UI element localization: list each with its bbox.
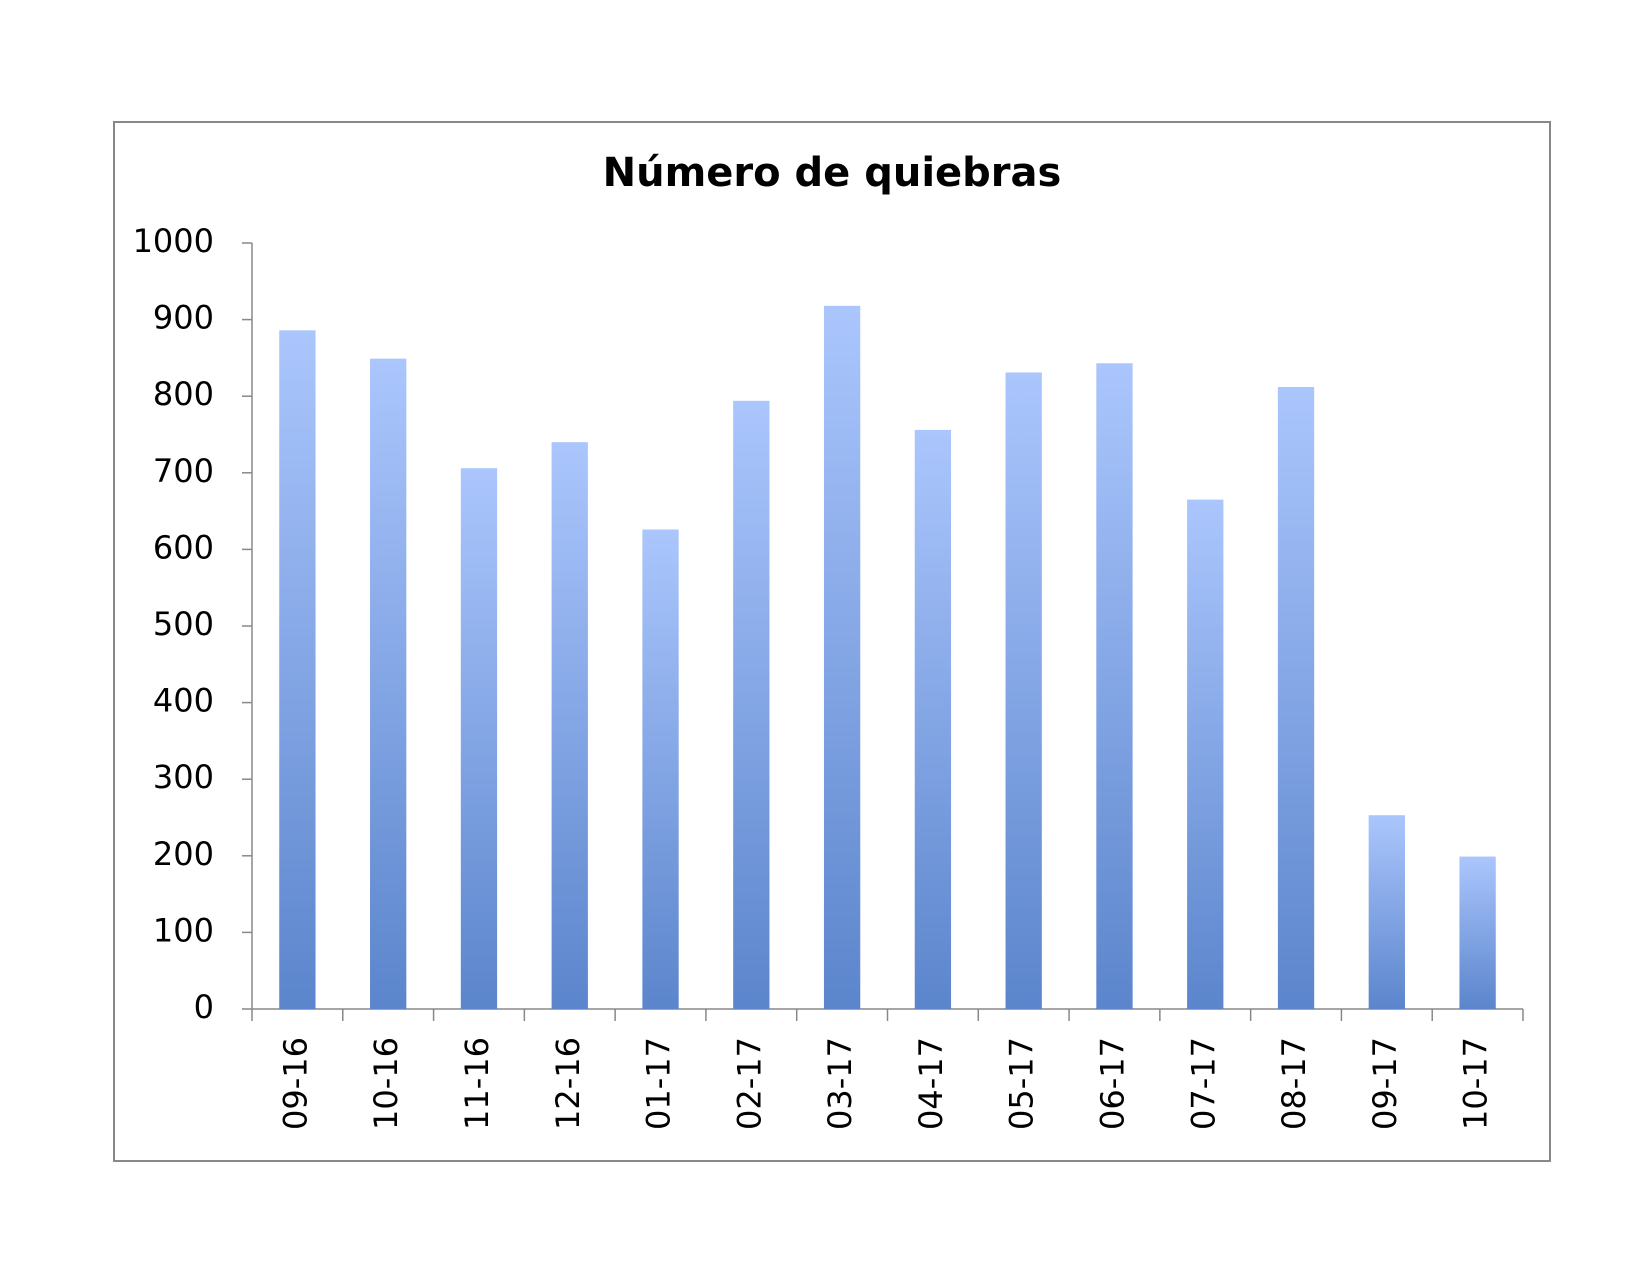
x-tick-label: 05-17 — [1003, 1037, 1041, 1130]
bar — [914, 429, 952, 1009]
bar — [823, 305, 861, 1009]
x-tick-label: 12-16 — [549, 1037, 587, 1130]
bar — [733, 400, 770, 1009]
y-tick-label: 900 — [153, 299, 214, 337]
x-tick-label: 10-16 — [367, 1037, 405, 1130]
x-tick-label: 09-17 — [1366, 1037, 1404, 1130]
y-tick-label: 400 — [153, 682, 214, 720]
y-tick-label: 1000 — [133, 222, 214, 260]
x-tick-label: 03-17 — [821, 1037, 859, 1130]
bar — [1096, 363, 1133, 1010]
y-tick-label: 300 — [153, 758, 214, 796]
bar — [551, 442, 588, 1009]
x-tick-label: 01-17 — [640, 1037, 678, 1130]
chart-title: Número de quiebras — [603, 150, 1062, 196]
x-tick-label: 10-17 — [1457, 1037, 1495, 1130]
y-tick-label: 200 — [153, 835, 214, 873]
bar — [642, 529, 679, 1009]
bar — [279, 330, 316, 1010]
bar — [1005, 372, 1042, 1010]
x-tick-label: 09-16 — [276, 1037, 314, 1130]
bar — [460, 468, 498, 1010]
y-tick-label: 700 — [153, 452, 214, 490]
bar — [1368, 815, 1405, 1009]
x-tick-label: 04-17 — [912, 1037, 950, 1130]
x-tick-label: 02-17 — [730, 1037, 768, 1130]
bar — [1459, 856, 1496, 1009]
bar — [370, 358, 407, 1009]
x-tick-label: 11-16 — [458, 1037, 496, 1130]
y-tick-label: 800 — [153, 375, 214, 413]
y-tick-label: 100 — [153, 911, 214, 949]
y-tick-label: 500 — [153, 605, 214, 643]
x-tick-label: 06-17 — [1093, 1037, 1131, 1130]
y-tick-label: 600 — [153, 528, 214, 566]
x-tick-label: 08-17 — [1275, 1037, 1313, 1130]
bar — [1277, 387, 1315, 1009]
x-tick-label: 07-17 — [1184, 1037, 1222, 1130]
y-tick-label: 0 — [194, 988, 214, 1026]
bar — [1187, 499, 1224, 1009]
